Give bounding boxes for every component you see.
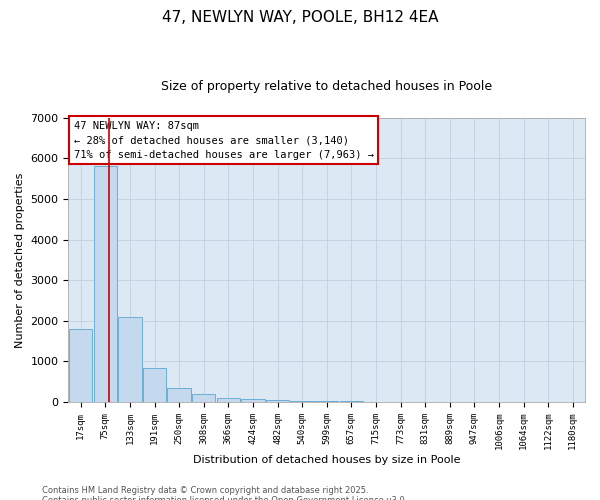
Bar (143, 368, 166, 402)
Bar (69, 329, 92, 402)
Bar (266, 400, 289, 402)
Text: 47, NEWLYN WAY, POOLE, BH12 4EA: 47, NEWLYN WAY, POOLE, BH12 4EA (162, 10, 438, 25)
Bar (290, 401, 314, 402)
Title: Size of property relative to detached houses in Poole: Size of property relative to detached ho… (161, 80, 492, 93)
Text: 47 NEWLYN WAY: 87sqm
← 28% of detached houses are smaller (3,140)
71% of semi-de: 47 NEWLYN WAY: 87sqm ← 28% of detached h… (74, 120, 374, 160)
Text: Contains HM Land Registry data © Crown copyright and database right 2025.: Contains HM Land Registry data © Crown c… (42, 486, 368, 495)
Bar (192, 394, 215, 402)
Bar (241, 399, 265, 402)
Text: Contains public sector information licensed under the Open Government Licence v3: Contains public sector information licen… (42, 496, 407, 500)
Bar (94, 166, 117, 402)
Bar (118, 317, 142, 402)
X-axis label: Distribution of detached houses by size in Poole: Distribution of detached houses by size … (193, 455, 460, 465)
Y-axis label: Number of detached properties: Number of detached properties (15, 172, 25, 348)
Bar (217, 398, 240, 402)
Bar (167, 388, 191, 402)
